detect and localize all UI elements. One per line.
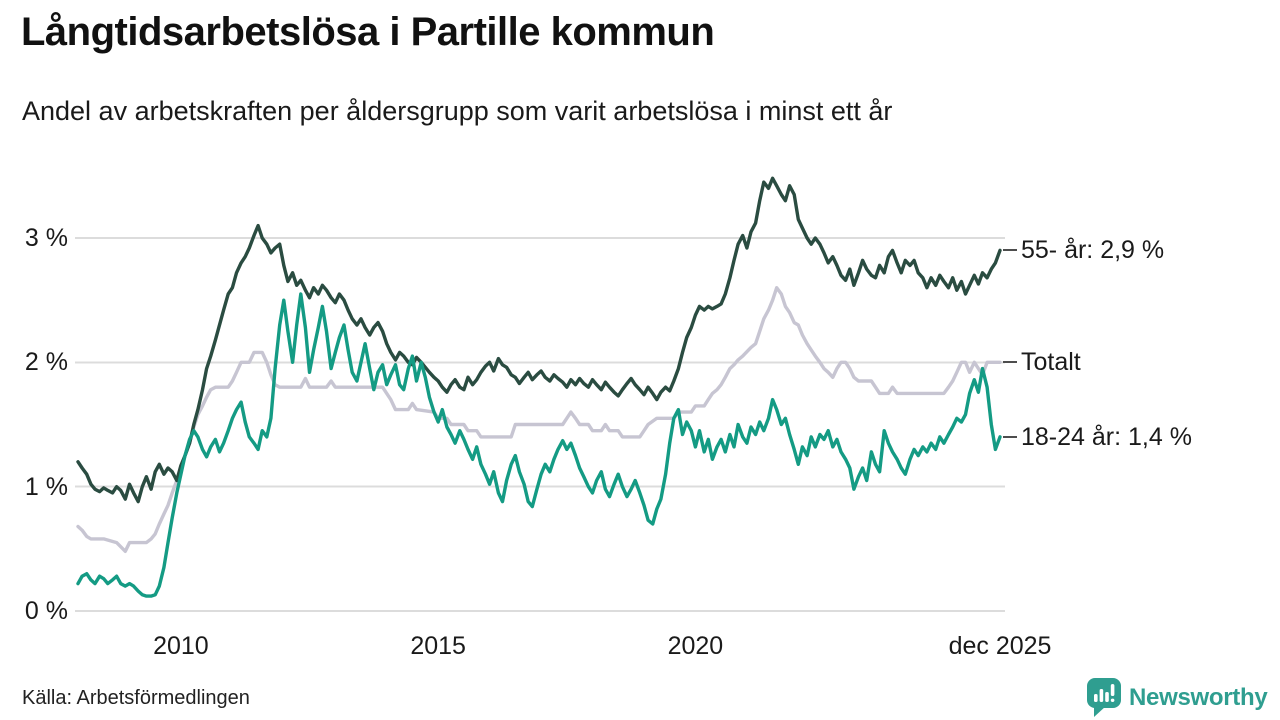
newsworthy-logo-icon xyxy=(1087,678,1121,717)
x-tick-label: dec 2025 xyxy=(948,632,1052,660)
series-line-55-ar xyxy=(76,176,1002,504)
leader-dash-totalt xyxy=(1003,361,1017,364)
x-tick-label: 2015 xyxy=(410,632,466,660)
series-end-label-55-ar: 55- år: 2,9 % xyxy=(1021,236,1165,265)
leader-dash-18-24-ar xyxy=(1003,435,1017,438)
chart-title: Långtidsarbetslösa i Partille kommun xyxy=(21,10,715,54)
newsworthy-brand: Newsworthy xyxy=(1086,677,1268,718)
y-tick-label: 2 % xyxy=(24,348,68,377)
chart-subtitle: Andel av arbetskraften per åldersgrupp s… xyxy=(22,96,893,126)
y-tick-label: 3 % xyxy=(24,224,68,252)
series-line-totalt xyxy=(76,286,1002,553)
leader-dash-55-ar xyxy=(1003,249,1017,252)
newsworthy-wordmark: Newsworthy xyxy=(1129,683,1268,711)
series-end-label-18-24-ar: 18-24 år: 1,4 % xyxy=(1021,422,1192,451)
x-tick-label: 2010 xyxy=(153,632,209,660)
y-tick-label: 1 % xyxy=(24,472,68,501)
x-tick-label: 2020 xyxy=(667,632,724,660)
series-end-label-totalt: Totalt xyxy=(1021,348,1081,377)
y-tick-label: 0 % xyxy=(24,597,68,625)
source-attribution: Källa: Arbetsförmedlingen xyxy=(22,687,250,709)
series-line-18-24-ar xyxy=(76,292,1002,598)
